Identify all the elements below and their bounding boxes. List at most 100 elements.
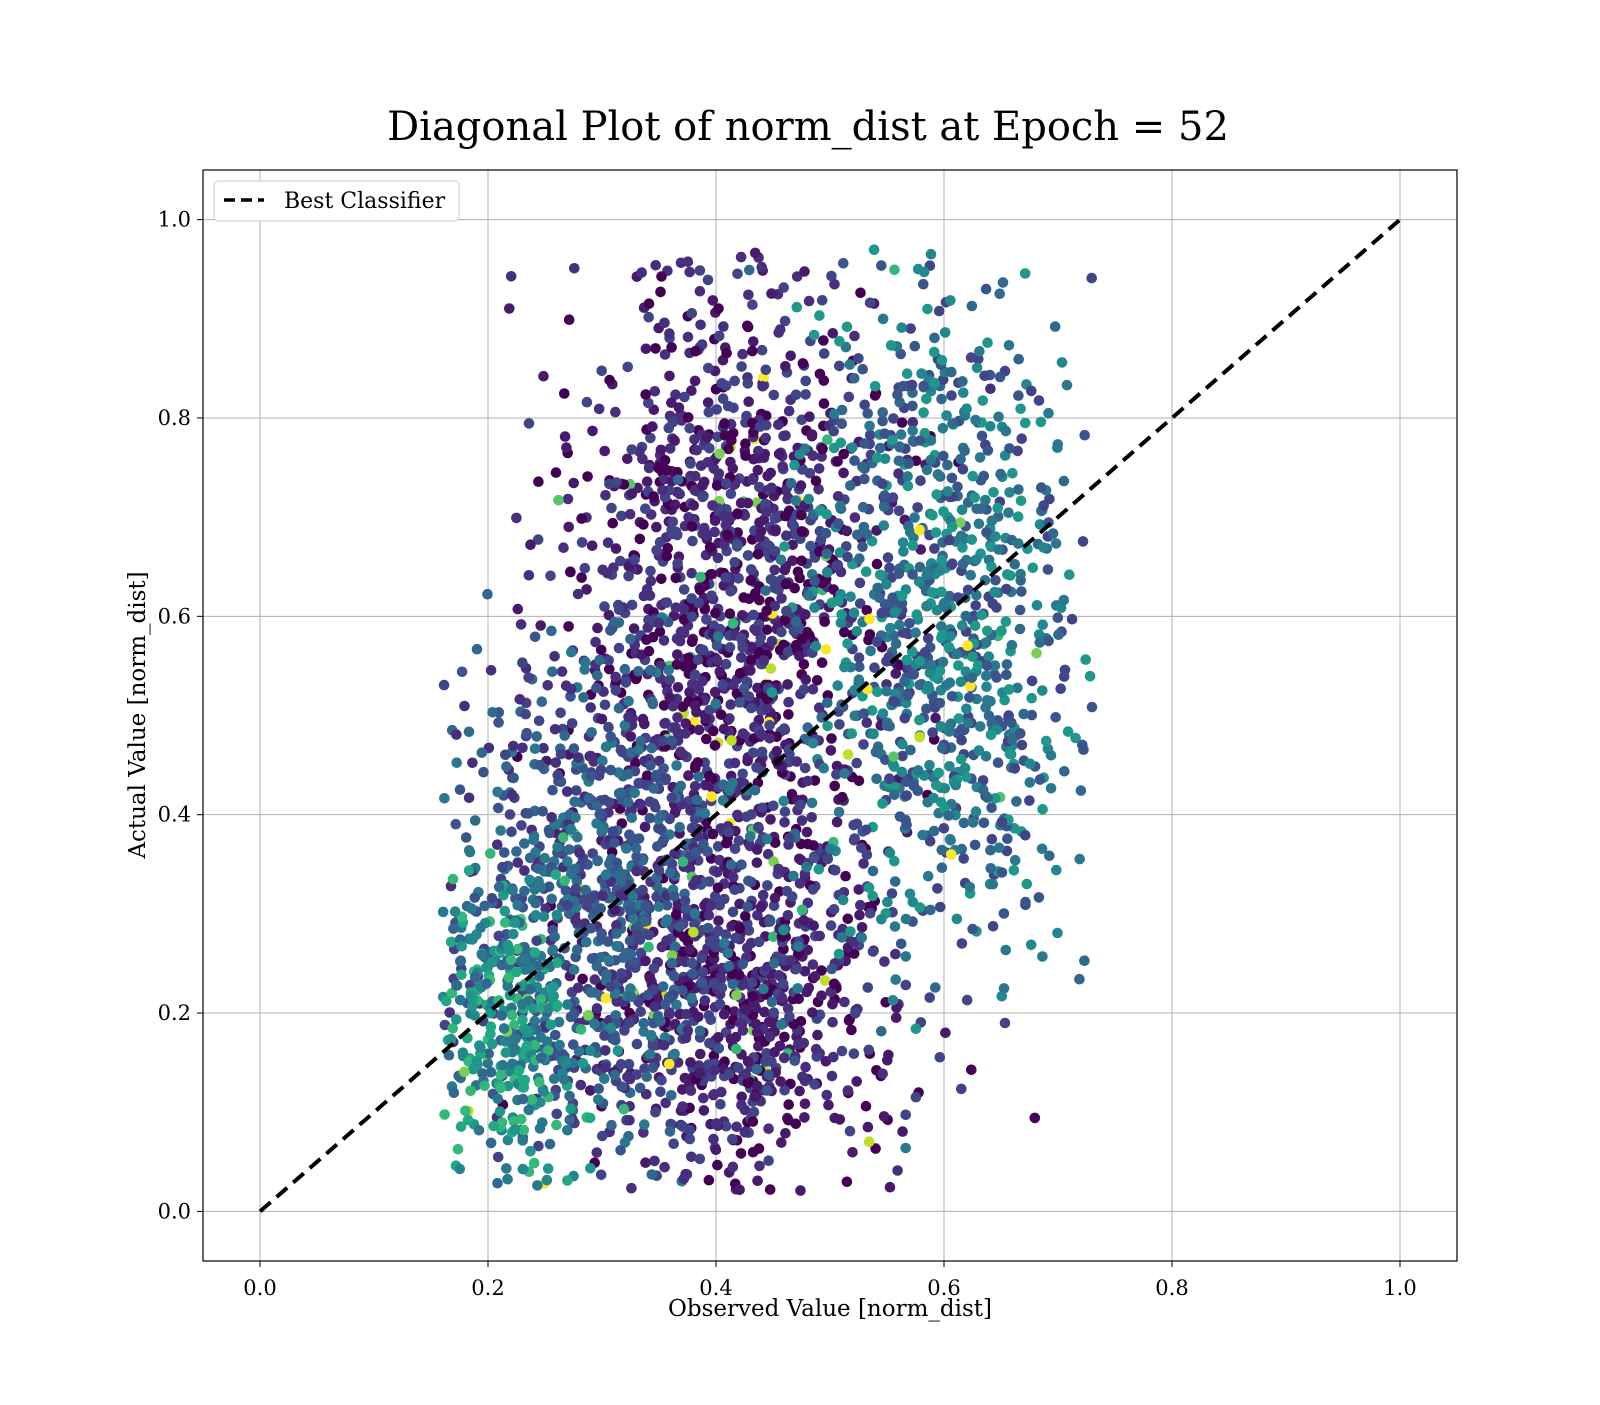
scatter-point — [838, 258, 849, 269]
scatter-point — [694, 265, 706, 276]
scatter-point — [991, 602, 1002, 613]
scatter-point — [933, 305, 945, 317]
scatter-point — [905, 323, 916, 334]
scatter-point — [936, 555, 947, 566]
scatter-point — [698, 1092, 709, 1104]
scatter-point — [558, 542, 569, 553]
scatter-point — [455, 955, 466, 967]
scatter-point — [572, 831, 583, 843]
scatter-point — [725, 456, 736, 468]
scatter-point — [768, 389, 780, 401]
scatter-point — [924, 992, 935, 1003]
scatter-point — [936, 629, 948, 641]
scatter-point — [751, 844, 763, 855]
scatter-point — [666, 735, 678, 747]
scatter-point — [842, 749, 854, 760]
scatter-point — [516, 820, 527, 831]
scatter-point — [768, 900, 780, 911]
scatter-point — [657, 735, 669, 747]
scatter-point — [736, 652, 747, 663]
scatter-point — [590, 636, 601, 648]
scatter-point — [708, 725, 719, 737]
scatter-point — [871, 452, 883, 464]
scatter-point — [708, 1133, 719, 1145]
scatter-point — [497, 1059, 508, 1071]
scatter-point — [1050, 712, 1061, 723]
scatter-point — [615, 1145, 626, 1156]
scatter-point — [768, 490, 780, 502]
scatter-point — [719, 430, 731, 441]
scatter-point — [492, 1177, 503, 1189]
scatter-point — [531, 731, 542, 742]
scatter-point — [459, 700, 470, 712]
scatter-point — [731, 1121, 742, 1133]
scatter-point — [576, 572, 587, 583]
scatter-point — [1049, 321, 1061, 332]
scatter-point — [664, 1058, 675, 1070]
scatter-point — [640, 955, 651, 967]
scatter-point — [790, 389, 802, 401]
scatter-point — [566, 646, 577, 658]
scatter-point — [887, 995, 899, 1006]
scatter-point — [964, 692, 975, 703]
scatter-point — [702, 779, 713, 791]
scatter-point — [958, 853, 969, 864]
scatter-point — [877, 798, 888, 809]
scatter-point — [493, 881, 505, 893]
scatter-point — [874, 569, 886, 581]
scatter-point — [693, 1011, 704, 1023]
scatter-point — [629, 957, 640, 968]
scatter-point — [615, 1059, 627, 1070]
scatter-point — [562, 1124, 573, 1136]
scatter-point — [841, 525, 853, 537]
scatter-point — [712, 1159, 723, 1171]
scatter-point — [542, 1163, 554, 1174]
scatter-point — [583, 1009, 594, 1021]
scatter-point — [973, 518, 985, 530]
scatter-point — [727, 777, 738, 789]
scatter-point — [854, 553, 865, 564]
scatter-point — [764, 720, 775, 731]
scatter-point — [1079, 955, 1090, 966]
scatter-point — [936, 844, 948, 856]
scatter-point — [548, 1073, 560, 1085]
scatter-point — [869, 662, 880, 673]
scatter-point — [907, 896, 919, 908]
scatter-point — [522, 1026, 534, 1037]
scatter-point — [867, 946, 879, 957]
scatter-point — [842, 638, 853, 649]
scatter-point — [779, 1031, 790, 1043]
scatter-point — [476, 747, 488, 758]
scatter-point — [637, 884, 648, 896]
scatter-point — [1007, 467, 1018, 479]
scatter-point — [704, 541, 716, 553]
scatter-point — [666, 792, 678, 803]
scatter-point — [553, 1016, 565, 1028]
scatter-point — [943, 810, 954, 821]
scatter-point — [485, 848, 496, 859]
scatter-point — [570, 914, 581, 926]
scatter-point — [906, 379, 918, 391]
scatter-point — [879, 453, 891, 465]
scatter-point — [613, 702, 625, 714]
scatter-point — [888, 751, 899, 762]
scatter-point — [444, 1007, 456, 1018]
scatter-point — [831, 769, 842, 780]
scatter-point — [773, 419, 784, 431]
scatter-point — [510, 1033, 521, 1045]
scatter-point — [447, 1023, 459, 1034]
scatter-point — [956, 734, 967, 746]
scatter-point — [1052, 927, 1063, 939]
scatter-point — [694, 584, 706, 596]
scatter-point — [834, 335, 845, 347]
scatter-point — [674, 821, 685, 833]
scatter-point — [1058, 594, 1070, 606]
scatter-point — [495, 825, 507, 836]
scatter-point — [862, 982, 874, 993]
scatter-point — [451, 980, 462, 991]
scatter-point — [562, 1175, 573, 1186]
scatter-point — [863, 1044, 875, 1056]
scatter-point — [1000, 944, 1012, 956]
scatter-point — [779, 1085, 790, 1096]
scatter-point — [908, 780, 920, 792]
